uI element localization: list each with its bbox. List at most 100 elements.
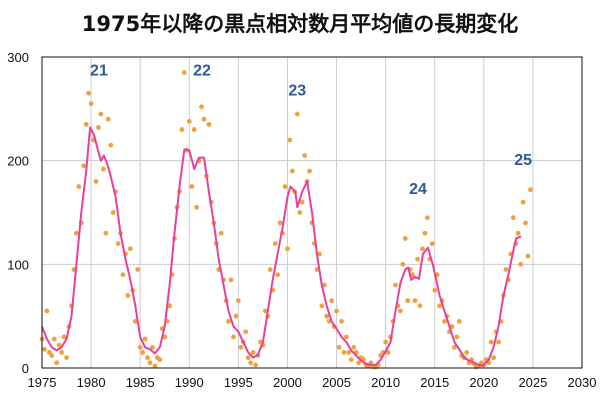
monthly-point	[233, 313, 239, 319]
monthly-point	[334, 308, 339, 314]
y-tick-label: 100	[7, 257, 29, 272]
monthly-point	[44, 308, 50, 314]
monthly-point	[402, 236, 408, 241]
monthly-point	[267, 267, 273, 272]
monthly-point	[135, 267, 141, 272]
monthly-point	[152, 363, 158, 369]
monthly-point	[314, 267, 320, 272]
monthly-point	[110, 210, 116, 215]
monthly-point	[510, 215, 516, 221]
monthly-point	[132, 318, 138, 324]
monthly-point	[412, 298, 418, 304]
monthly-point	[464, 350, 470, 355]
monthly-point	[201, 116, 207, 122]
monthly-point	[282, 184, 288, 189]
monthly-point	[528, 187, 533, 193]
monthly-point	[235, 298, 241, 304]
monthly-point	[456, 318, 462, 324]
monthly-point	[491, 355, 497, 361]
monthly-point	[194, 204, 200, 210]
monthly-point	[56, 342, 62, 348]
plot-frame	[41, 56, 583, 369]
monthly-point	[76, 184, 82, 189]
monthly-point	[250, 350, 256, 355]
monthly-point	[96, 125, 101, 130]
monthly-point	[103, 230, 109, 236]
monthly-point	[147, 360, 153, 366]
monthly-point	[299, 199, 305, 205]
monthly-point	[397, 308, 403, 314]
monthly-point	[100, 166, 106, 172]
monthly-point	[49, 353, 55, 358]
monthly-point	[488, 339, 494, 345]
monthly-point	[125, 293, 131, 298]
y-tick-label: 200	[7, 154, 29, 169]
monthly-point	[302, 153, 308, 158]
monthly-point	[348, 357, 354, 363]
monthly-point	[108, 142, 114, 148]
x-tick-label: 2010	[371, 375, 400, 390]
monthly-point	[503, 267, 509, 272]
x-tick-label: 2000	[273, 375, 302, 390]
monthly-point	[415, 256, 420, 262]
monthly-point	[167, 303, 173, 309]
monthly-point	[316, 251, 322, 257]
monthly-point	[356, 360, 362, 366]
monthly-point	[294, 111, 300, 117]
x-tick-label: 1975	[28, 375, 57, 390]
monthly-point	[64, 355, 69, 361]
monthly-point	[420, 246, 425, 252]
chart-title: 1975年以降の黒点相対数月平均値の長期変化	[81, 12, 519, 36]
monthly-point	[277, 220, 283, 226]
monthly-point	[324, 313, 330, 319]
monthly-point	[346, 350, 352, 355]
monthly-point	[83, 121, 89, 127]
monthly-point	[93, 179, 99, 184]
monthly-point	[451, 344, 457, 350]
monthly-point	[393, 282, 398, 288]
monthly-point	[120, 272, 126, 278]
monthly-point	[228, 277, 234, 283]
monthly-point	[181, 70, 187, 75]
monthly-point	[248, 360, 254, 366]
monthly-point	[336, 344, 342, 350]
monthly-point	[285, 246, 290, 252]
monthly-point	[98, 111, 104, 117]
monthly-point	[59, 350, 65, 355]
axis-ticks: 1975 1980 1985 1990 1995 2000 2005 2010 2015 2020…	[7, 50, 596, 390]
monthly-point	[206, 121, 212, 127]
monthly-point	[341, 350, 347, 355]
x-tick-label: 2025	[518, 375, 547, 390]
monthly-point	[243, 329, 249, 335]
monthly-point	[226, 318, 231, 324]
monthly-point	[400, 261, 406, 267]
monthly-point	[81, 163, 87, 169]
monthly-point	[339, 318, 344, 324]
monthly-point	[61, 334, 67, 340]
monthly-point	[287, 137, 293, 143]
monthly-point	[410, 272, 416, 278]
monthly-point	[429, 241, 435, 247]
monthly-point	[454, 334, 460, 340]
monthly-point	[231, 334, 236, 340]
monthly-point	[199, 104, 204, 110]
cycle-label: 23	[288, 82, 306, 99]
cycle-label: 21	[90, 63, 108, 80]
monthly-point	[405, 298, 411, 304]
smoothed-line	[41, 126, 522, 367]
cycle-label: 24	[409, 181, 427, 198]
smoothed-line-layer	[41, 126, 522, 367]
monthly-point	[42, 346, 47, 352]
x-tick-label: 2015	[420, 375, 449, 390]
cycle-label: 25	[514, 152, 532, 169]
monthly-point	[417, 303, 423, 309]
monthly-point	[191, 127, 197, 132]
monthly-point	[520, 199, 526, 205]
monthly-point	[105, 116, 111, 122]
x-tick-label: 1990	[175, 375, 204, 390]
monthly-point	[515, 230, 521, 236]
monthly-point	[218, 230, 224, 236]
monthly-point	[253, 362, 258, 368]
y-tick-label: 0	[22, 361, 29, 376]
